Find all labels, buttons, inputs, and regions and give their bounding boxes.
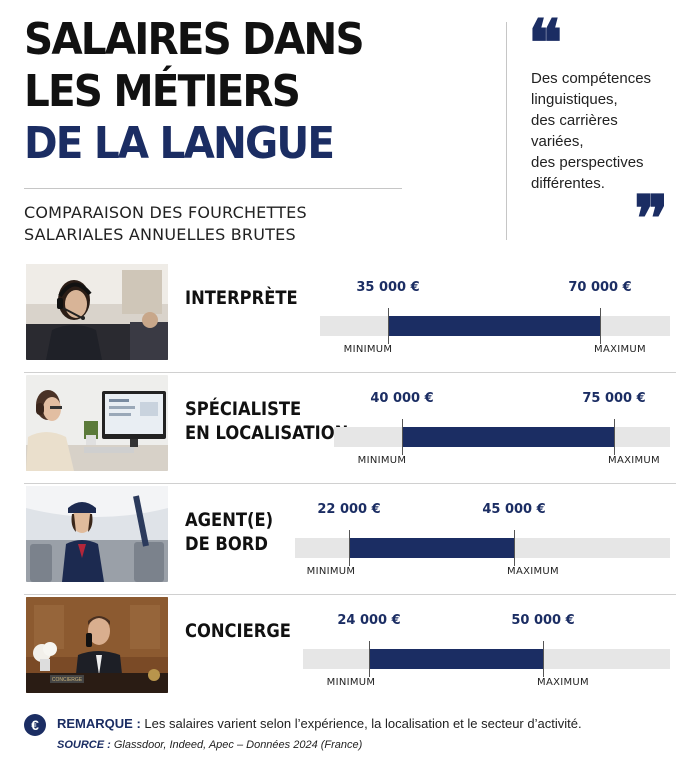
min-salary-value: 40 000 € — [370, 391, 434, 406]
remark-body: Les salaires varient selon l’expérience,… — [140, 716, 582, 731]
minimum-label: MINIMUM — [343, 344, 393, 355]
quote-line: différentes. — [531, 175, 605, 192]
min-tick — [388, 308, 389, 344]
title-line-3: DE LA LANGUE — [24, 118, 335, 169]
title-divider — [24, 188, 402, 189]
maximum-label: MAXIMUM — [537, 677, 589, 688]
concierge-photo: CONCIERGE — [26, 597, 168, 693]
open-quote-icon: ❝ — [528, 6, 563, 81]
salary-row-flight-attendant: AGENT(E) DE BORD 22 000 € 45 000 € MINIM… — [24, 484, 676, 595]
job-title-line: INTERPRÈTE — [185, 287, 298, 309]
salary-row-interpreter: INTERPRÈTE 35 000 € 70 000 € MINIMUM MAX… — [24, 262, 676, 373]
max-tick — [600, 308, 601, 344]
source-key: SOURCE : — [57, 739, 111, 751]
subtitle-line-1: COMPARAISON DES FOURCHETTES — [24, 203, 307, 222]
max-tick — [543, 641, 544, 677]
quote-line: variées, — [531, 133, 584, 150]
title-line-1: SALAIRES DANS — [24, 14, 365, 65]
salary-range-track: 35 000 € 70 000 € MINIMUM MAXIMUM — [320, 280, 670, 355]
minimum-label: MINIMUM — [357, 455, 407, 466]
max-salary-value: 70 000 € — [568, 280, 632, 295]
job-title-line: AGENT(E) — [185, 509, 274, 531]
salary-row-localization-specialist: SPÉCIALISTE EN LOCALISATION 40 000 € 75 … — [24, 373, 676, 484]
quote-line: linguistiques, — [531, 91, 618, 108]
min-salary-value: 24 000 € — [337, 613, 401, 628]
interpreter-headset-photo — [26, 264, 168, 360]
flight-attendant-photo — [26, 486, 168, 582]
remark-text: REMARQUE : Les salaires varient selon l’… — [57, 716, 582, 731]
source-body: Glassdoor, Indeed, Apec – Données 2024 (… — [110, 739, 363, 751]
maximum-label: MAXIMUM — [507, 566, 559, 577]
maximum-label: MAXIMUM — [594, 344, 646, 355]
job-title: SPÉCIALISTE EN LOCALISATION — [185, 397, 348, 445]
euro-icon: € — [24, 714, 46, 736]
min-tick — [369, 641, 370, 677]
salary-row-concierge: CONCIERGE CONCIERGE 24 000 € 50 000 € MI… — [24, 595, 676, 706]
job-title-line: CONCIERGE — [185, 620, 291, 642]
quote-text: Des compétences linguistiques, des carri… — [531, 68, 691, 194]
min-tick — [349, 530, 350, 566]
concierge-desk-sign: CONCIERGE — [52, 677, 83, 683]
title-line-2: LES MÉTIERS — [24, 66, 301, 117]
salary-rows: INTERPRÈTE 35 000 € 70 000 € MINIMUM MAX… — [24, 262, 676, 706]
quote-line: Des compétences — [531, 70, 652, 87]
quote-line: des perspectives — [531, 154, 644, 171]
job-title-line: EN LOCALISATION — [185, 422, 349, 444]
min-tick — [402, 419, 403, 455]
salary-range-track: 22 000 € 45 000 € MINIMUM MAXIMUM — [295, 502, 670, 577]
quote-line: des carrières — [531, 112, 618, 129]
salary-range-track: 24 000 € 50 000 € MINIMUM MAXIMUM — [303, 613, 670, 688]
max-salary-value: 45 000 € — [482, 502, 546, 517]
localization-specialist-photo — [26, 375, 168, 471]
minimum-label: MINIMUM — [326, 677, 376, 688]
job-title: AGENT(E) DE BORD — [185, 508, 273, 556]
max-tick — [614, 419, 615, 455]
salary-range-bar — [369, 649, 543, 669]
salary-range-bar — [349, 538, 514, 558]
salary-range-bar — [402, 427, 614, 447]
min-salary-value: 35 000 € — [356, 280, 420, 295]
job-title-line: DE BORD — [185, 533, 268, 555]
source-text: SOURCE : Glassdoor, Indeed, Apec – Donné… — [57, 739, 362, 751]
salary-range-track: 40 000 € 75 000 € MINIMUM MAXIMUM — [334, 391, 670, 466]
remark-key: REMARQUE : — [57, 716, 141, 731]
main-title: SALAIRES DANS LES MÉTIERS DE LA LANGUE — [24, 14, 424, 170]
subtitle: COMPARAISON DES FOURCHETTES SALARIALES A… — [24, 202, 404, 246]
min-salary-value: 22 000 € — [317, 502, 381, 517]
subtitle-line-2: SALARIALES ANNUELLES BRUTES — [24, 225, 296, 244]
max-salary-value: 50 000 € — [511, 613, 575, 628]
job-title-line: SPÉCIALISTE — [185, 398, 302, 420]
minimum-label: MINIMUM — [306, 566, 356, 577]
max-tick — [514, 530, 515, 566]
job-title: CONCIERGE — [185, 619, 291, 643]
max-salary-value: 75 000 € — [582, 391, 646, 406]
maximum-label: MAXIMUM — [608, 455, 660, 466]
salary-range-bar — [388, 316, 600, 336]
job-title: INTERPRÈTE — [185, 286, 298, 310]
quote-divider — [506, 22, 507, 240]
close-quote-icon: ❞ — [634, 182, 669, 257]
